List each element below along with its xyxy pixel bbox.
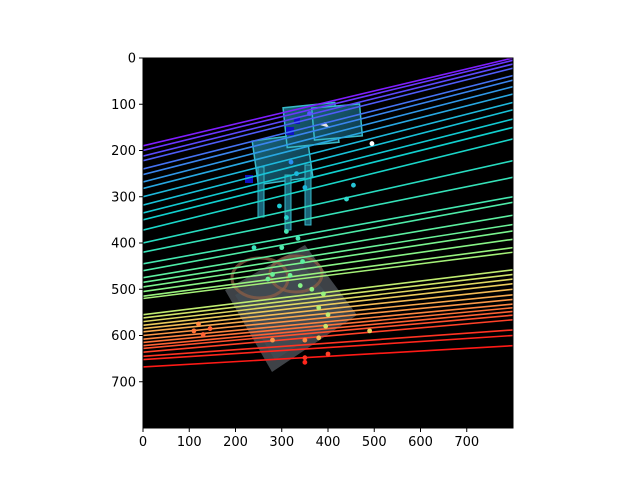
scene-leg-3 — [304, 164, 312, 226]
keypoint-2 — [288, 159, 294, 165]
y-axis: 0 100 200 300 400 500 600 700 — [111, 52, 143, 390]
keypoint-1 — [369, 141, 375, 146]
keypoint-26 — [302, 337, 308, 343]
scene-plate-inner — [235, 262, 345, 360]
epipolar-line-31 — [143, 306, 513, 344]
keypoint-6 — [344, 196, 349, 202]
scene-blue-marker-1 — [245, 175, 253, 183]
epipolar-line-19 — [143, 230, 513, 288]
x-tick-label: 100 — [177, 435, 202, 450]
keypoints — [191, 111, 375, 365]
keypoint-27 — [191, 328, 197, 334]
epipolar-line-23 — [143, 269, 513, 316]
x-tick-label: 300 — [269, 435, 294, 450]
keypoint-5 — [302, 185, 308, 190]
x-tick-label: 700 — [454, 435, 479, 450]
epipolar-line-20 — [143, 238, 513, 293]
scene-blue-marker-2 — [286, 127, 294, 135]
epipolar-line-17 — [143, 214, 513, 279]
epipolar-line-13 — [143, 159, 513, 244]
x-tick-label: 200 — [223, 435, 248, 450]
y-tick-label: 200 — [111, 144, 136, 159]
epipolar-line-9 — [143, 109, 513, 206]
y-tick-label: 0 — [128, 52, 136, 67]
epipolar-line-4 — [143, 74, 513, 170]
epipolar-line-6 — [143, 85, 513, 183]
keypoint-12 — [279, 245, 285, 251]
epipolar-line-15 — [143, 195, 513, 265]
keypoint-13 — [300, 259, 305, 264]
y-tick-label: 500 — [111, 283, 136, 298]
epipolar-line-21 — [143, 246, 513, 297]
epipolar-line-29 — [143, 298, 513, 337]
keypoint-32 — [302, 359, 308, 365]
keypoint-29 — [207, 326, 213, 331]
keypoint-20 — [316, 305, 322, 311]
keypoint-22 — [323, 323, 329, 329]
epipolar-line-27 — [143, 288, 513, 330]
keypoint-16 — [287, 272, 293, 278]
x-tick-label: 0 — [139, 435, 147, 450]
epipolar-line-33 — [143, 314, 513, 350]
epipolar-line-35 — [143, 329, 513, 358]
y-tick-label: 300 — [111, 190, 136, 205]
keypoint-25 — [270, 337, 275, 343]
epipolar-line-0 — [143, 58, 513, 147]
x-tick-label: 500 — [362, 435, 387, 450]
keypoint-15 — [265, 276, 271, 282]
keypoint-3 — [294, 171, 299, 177]
epipolar-line-24 — [143, 273, 513, 319]
keypoint-0 — [307, 111, 312, 116]
scene-blue-marker-3 — [294, 118, 300, 124]
epipolar-line-12 — [143, 138, 513, 231]
epipolar-line-36 — [143, 334, 513, 361]
epipolar-line-32 — [143, 310, 513, 347]
keypoint-9 — [251, 245, 257, 251]
epipolar-line-7 — [143, 93, 513, 190]
keypoint-11 — [295, 235, 301, 241]
y-tick-label: 700 — [111, 375, 136, 390]
epipolar-line-8 — [143, 101, 513, 198]
epipolar-line-34 — [143, 318, 513, 353]
keypoint-17 — [297, 283, 303, 288]
epipolar-line-2 — [143, 63, 513, 157]
keypoint-24 — [316, 335, 322, 341]
image-content — [143, 58, 513, 372]
epipolar-line-1 — [143, 59, 513, 152]
epipolar-line-25 — [143, 278, 513, 323]
x-axis: 0 100 200 300 400 500 600 700 — [139, 428, 479, 450]
keypoint-19 — [320, 291, 326, 297]
keypoint-30 — [196, 321, 201, 327]
x-tick-label: 400 — [316, 435, 341, 450]
epipolar-lines — [143, 58, 513, 368]
keypoint-8 — [283, 215, 289, 220]
keypoint-23 — [367, 328, 373, 334]
y-tick-label: 400 — [111, 237, 136, 252]
keypoint-10 — [283, 229, 289, 234]
y-tick-label: 600 — [111, 329, 136, 344]
epipolar-line-22 — [143, 251, 513, 300]
keypoint-18 — [309, 286, 315, 292]
epipolar-line-10 — [143, 118, 513, 214]
epipolar-line-14 — [143, 176, 513, 254]
keypoint-21 — [325, 312, 331, 318]
epipolar-line-18 — [143, 223, 513, 284]
epipolar-line-5 — [143, 79, 513, 176]
keypoint-28 — [200, 332, 206, 337]
epipolar-line-3 — [143, 67, 513, 162]
keypoint-4 — [351, 182, 356, 188]
keypoint-7 — [277, 203, 282, 209]
keypoint-33 — [325, 351, 331, 357]
y-tick-label: 100 — [111, 98, 136, 113]
keypoint-31 — [302, 355, 308, 361]
epipolar-line-16 — [143, 201, 513, 272]
epipolar-line-11 — [143, 126, 513, 221]
image-axes: 0 100 200 300 400 500 600 700 0 100 200 300 400 500 6… — [111, 52, 514, 450]
x-tick-label: 600 — [408, 435, 433, 450]
epipolar-line-26 — [143, 282, 513, 327]
keypoint-14 — [270, 272, 275, 277]
